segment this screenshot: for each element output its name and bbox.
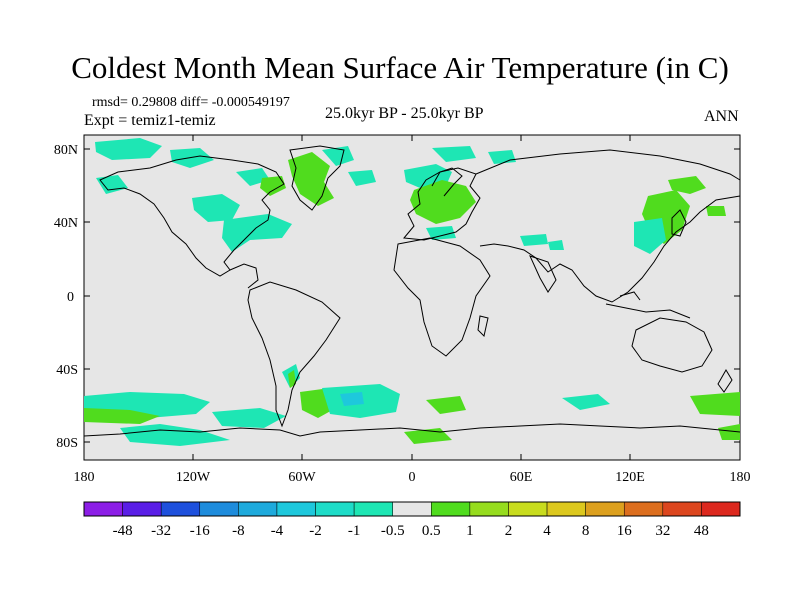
colorbar-swatch xyxy=(353,501,393,517)
experiment-label: Expt = temiz1-temiz xyxy=(84,112,216,129)
colorbar-swatch xyxy=(276,501,316,517)
coast-africa xyxy=(393,237,491,357)
colorbar-swatch xyxy=(662,501,702,517)
colorbar-label: 1 xyxy=(466,523,474,539)
patch-warm-so-indian xyxy=(426,396,466,414)
patch-warm-siberia-east xyxy=(668,176,706,194)
patch-warm-labrador xyxy=(260,176,286,196)
patch-cool-beaufort xyxy=(170,148,214,168)
patch-warm-so-west xyxy=(84,408,160,424)
coast-antarctica xyxy=(83,423,741,437)
colorbar-swatch xyxy=(508,501,548,517)
colorbar-swatch xyxy=(546,501,586,517)
coast-asia xyxy=(475,149,741,303)
colorbar-swatch xyxy=(122,501,162,517)
patch-cool-na-central xyxy=(192,194,240,222)
coast-madagascar xyxy=(477,315,489,337)
colorbar-box xyxy=(83,501,741,517)
lon-tick-label: 0 xyxy=(409,470,416,485)
coast-new-zealand xyxy=(717,369,733,393)
colorbar-swatch xyxy=(315,501,355,517)
colorbar-swatch xyxy=(431,501,471,517)
coast-scandinavia xyxy=(431,167,463,197)
colorbar-swatch xyxy=(238,501,278,517)
lon-tick-label: 180 xyxy=(74,470,95,485)
lon-axis: 180 120W 60W 0 60E 120E 180 xyxy=(74,135,751,485)
colorbar-label: 16 xyxy=(617,523,633,539)
lon-tick-label: 60E xyxy=(510,470,533,485)
patch-warm-greenland xyxy=(288,152,334,206)
coast-south-america xyxy=(247,281,341,428)
stats-text: rmsd= 0.29808 diff= -0.000549197 xyxy=(92,95,290,110)
coast-greenland xyxy=(289,145,345,211)
lat-tick-label: 40N xyxy=(54,216,78,231)
colorbar-label: -2 xyxy=(309,523,322,539)
colorbar-swatch xyxy=(469,501,509,517)
patch-cool-north-atl xyxy=(348,170,376,186)
patch-cool-arctic-a xyxy=(432,146,476,162)
patch-cool-so-ross xyxy=(562,394,610,410)
lat-tick-label: 0 xyxy=(67,290,74,305)
lat-axis: 80N 40N 0 40S 80S xyxy=(54,143,740,451)
lon-tick-label: 120W xyxy=(176,470,211,485)
coast-north-america xyxy=(99,155,285,277)
patch-cool-middle-east xyxy=(520,234,548,246)
lon-tick-label: 180 xyxy=(730,470,751,485)
colorbar-swatch xyxy=(585,501,625,517)
patch-cool-japan xyxy=(634,218,666,254)
colorbar-swatch xyxy=(623,501,664,517)
lon-tick-label: 120E xyxy=(615,470,645,485)
patch-cool-na-east xyxy=(222,214,292,252)
patch-cool-greenland-sea xyxy=(322,146,354,166)
colorbar-swatch xyxy=(160,501,201,517)
colorbar-label: -4 xyxy=(271,523,284,539)
colorbar-swatch xyxy=(701,501,741,517)
patch-cool-central-asia xyxy=(548,240,564,250)
lat-tick-label: 80S xyxy=(56,436,78,451)
patch-cool-mediterranean xyxy=(426,226,456,240)
period-label: 25.0kyr BP - 25.0kyr BP xyxy=(325,105,484,122)
patch-warm-so-east xyxy=(690,392,740,416)
colorbar-label: -0.5 xyxy=(381,523,405,539)
patch-cool-alaska xyxy=(95,138,162,160)
patch-warm-europe xyxy=(410,180,476,224)
coast-japan xyxy=(671,209,687,237)
colorbar-swatch xyxy=(392,501,432,517)
patch-cool-so-center xyxy=(340,392,364,406)
patch-cool-antarctic-west xyxy=(120,424,230,446)
anomaly-patches xyxy=(84,138,740,446)
patch-warm-antarctic-far-east xyxy=(718,424,740,440)
season-label: ANN xyxy=(704,108,739,125)
chart-title: Coldest Month Mean Surface Air Temperatu… xyxy=(71,50,729,85)
coast-australia xyxy=(631,317,713,373)
colorbar-swatch xyxy=(199,501,239,517)
colorbar-label: 32 xyxy=(655,523,670,539)
colorbar-label: -8 xyxy=(232,523,245,539)
coastlines xyxy=(83,145,741,437)
colorbar-label: -48 xyxy=(113,523,133,539)
colorbar-label: 48 xyxy=(694,523,709,539)
colorbar-label: -1 xyxy=(348,523,361,539)
patch-cool-antarctic-ross xyxy=(212,408,286,428)
lat-tick-label: 40S xyxy=(56,363,78,378)
lat-tick-label: 80N xyxy=(54,143,78,158)
colorbar-label: 8 xyxy=(582,523,590,539)
patch-cool-nw xyxy=(96,175,128,194)
patch-warm-okhotsk xyxy=(706,206,726,216)
coast-gulf-mexico xyxy=(229,263,259,289)
colorbar-swatch xyxy=(83,501,123,517)
coast-indonesia xyxy=(605,291,691,319)
coast-india xyxy=(529,255,557,293)
colorbar: -48 -32 -16 -8 -4 -2 -1 -0.5 0.5 1 2 4 8 16 32 48 xyxy=(83,501,741,539)
colorbar-label: 0.5 xyxy=(422,523,441,539)
colorbar-label: -16 xyxy=(190,523,210,539)
colorbar-label: 4 xyxy=(543,523,551,539)
lon-tick-label: 60W xyxy=(288,470,316,485)
patch-warm-patagonia xyxy=(288,370,296,388)
colorbar-label: 2 xyxy=(505,523,513,539)
colorbar-label: -32 xyxy=(151,523,171,539)
